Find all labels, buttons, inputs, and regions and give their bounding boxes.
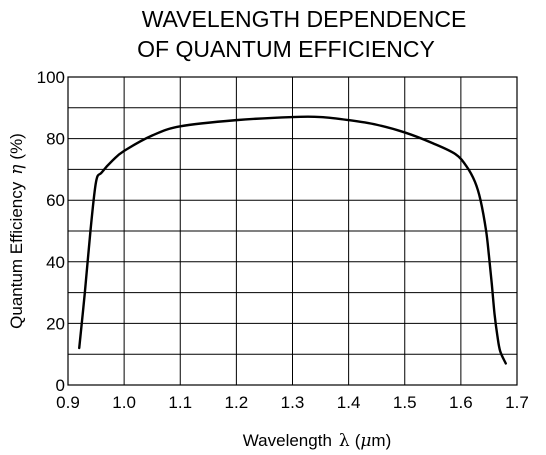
chart-title-line-2: OF QUANTUM EFFICIENCY [137, 36, 435, 62]
y-axis-title: Quantum Efficiency η (%) [7, 133, 27, 329]
x-tick-label: 1.0 [112, 393, 136, 412]
x-axis-open-paren: ( [355, 431, 361, 450]
grid [68, 77, 517, 385]
x-tick-label: 1.6 [449, 393, 473, 412]
x-axis-unit: m) [371, 431, 391, 450]
chart-title-line-1: WAVELENGTH DEPENDENCE [142, 6, 467, 32]
y-tick-label: 60 [46, 191, 65, 210]
y-tick-label: 20 [46, 314, 65, 333]
y-axis-eta: η [7, 164, 27, 175]
y-tick-label: 40 [46, 253, 65, 272]
y-tick-label: 80 [46, 130, 65, 149]
y-axis-unit: (%) [7, 133, 26, 159]
x-axis-lambda: λ [339, 431, 350, 451]
x-tick-label: 0.9 [56, 393, 80, 412]
y-tick-label: 0 [56, 376, 65, 395]
tick-labels: 0.9 1.0 1.1 1.2 1.3 1.4 1.5 1.6 1.7 0 20 40 60 80 100 [37, 68, 529, 412]
x-tick-label: 1.7 [505, 393, 529, 412]
quantum-efficiency-curve [78, 115, 507, 365]
x-tick-label: 1.1 [168, 393, 192, 412]
y-axis-title-text: Quantum Efficiency [7, 181, 26, 329]
plot-frame [67, 76, 518, 386]
x-tick-label: 1.3 [281, 393, 305, 412]
x-tick-label: 1.2 [225, 393, 249, 412]
y-tick-label: 100 [37, 68, 65, 87]
x-tick-label: 1.5 [393, 393, 417, 412]
x-axis-mu: μ [360, 431, 371, 451]
x-tick-label: 1.4 [337, 393, 361, 412]
x-axis-title: Wavelength λ (μm) [243, 431, 392, 451]
x-axis-title-text: Wavelength [243, 431, 332, 450]
